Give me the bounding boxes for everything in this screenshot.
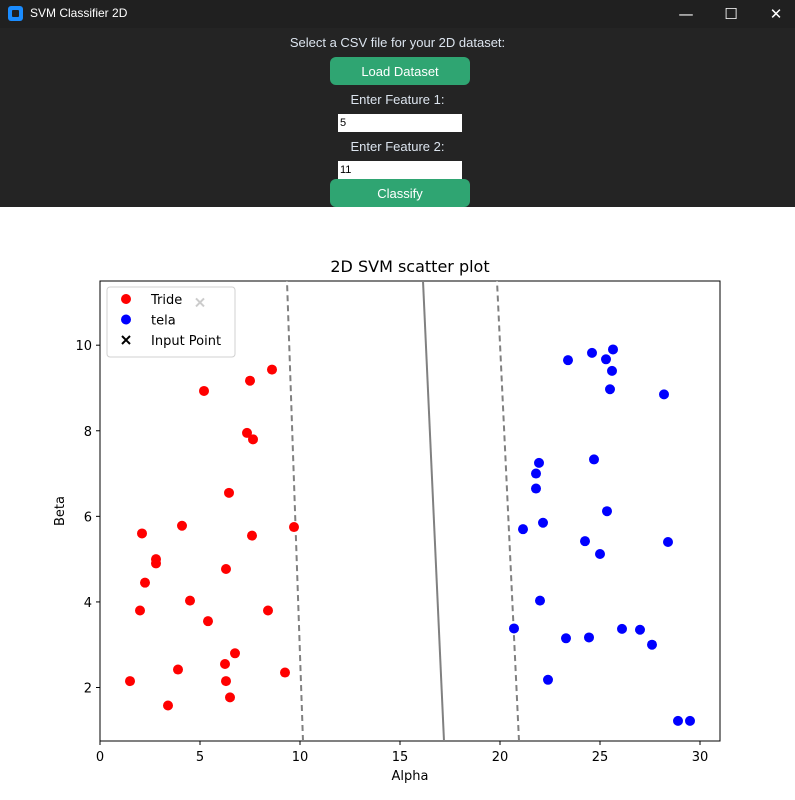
- tride-point: [137, 528, 147, 539]
- feature2-label: Enter Feature 2:: [350, 139, 445, 154]
- y-axis-label: Beta: [53, 496, 68, 526]
- tride-point: [225, 692, 235, 703]
- x-tick-label: 25: [592, 750, 609, 765]
- x-tick-label: 15: [392, 750, 409, 765]
- control-panel: Select a CSV file for your 2D dataset: L…: [0, 28, 795, 207]
- tride-point: [185, 595, 195, 606]
- tela-point: [595, 549, 605, 560]
- tela-point: [605, 384, 615, 395]
- tela-point: [587, 347, 597, 358]
- tride-point: [247, 530, 257, 541]
- x-tick-label: 0: [96, 750, 104, 765]
- feature1-label: Enter Feature 1:: [350, 92, 445, 107]
- chart-title: 2D SVM scatter plot: [330, 257, 489, 276]
- tela-point: [531, 483, 541, 494]
- decision-boundary-line: [422, 280, 445, 742]
- tride-point: [220, 658, 230, 669]
- tride-point: [173, 664, 183, 675]
- y-tick-label: 4: [84, 596, 92, 611]
- tride-point: [224, 487, 234, 498]
- plot-area: [99, 280, 721, 742]
- tride-point: [221, 676, 231, 687]
- feature1-input[interactable]: [338, 114, 462, 132]
- tride-point: [242, 427, 252, 438]
- window-title: SVM Classifier 2D: [30, 6, 128, 20]
- legend-marker-tride: [121, 294, 131, 304]
- tela-point: [617, 623, 627, 634]
- x-axis-label: Alpha: [392, 769, 429, 784]
- y-tick-label: 10: [75, 339, 92, 354]
- legend-label: Tride: [150, 293, 182, 308]
- tela-point: [635, 624, 645, 635]
- legend-label: tela: [151, 314, 176, 329]
- tela-point: [647, 639, 657, 650]
- minimize-button[interactable]: —: [678, 5, 694, 23]
- tela-point: [685, 715, 695, 726]
- x-tick-label: 10: [292, 750, 309, 765]
- tride-point: [203, 616, 213, 627]
- feature2-input[interactable]: [338, 161, 462, 179]
- tela-point: [563, 355, 573, 366]
- tride-point: [230, 648, 240, 659]
- tride-point: [267, 364, 277, 375]
- tride-point: [221, 563, 231, 574]
- dataset-prompt-label: Select a CSV file for your 2D dataset:: [289, 35, 506, 50]
- tride-point: [135, 605, 145, 616]
- title-bar: SVM Classifier 2D — ☐ ✕: [0, 0, 795, 28]
- tride-point: [125, 676, 135, 687]
- tela-point: [659, 389, 669, 400]
- y-tick-label: 2: [84, 682, 92, 697]
- legend-label: Input Point: [151, 334, 221, 349]
- tride-point: [163, 700, 173, 711]
- tela-point: [561, 633, 571, 644]
- tela-point: [607, 365, 617, 376]
- x-tick-label: 30: [692, 750, 709, 765]
- margin-line-2: [496, 280, 520, 742]
- tride-point: [248, 434, 258, 445]
- x-tick-label: 20: [492, 750, 509, 765]
- classify-button[interactable]: Classify: [330, 179, 470, 207]
- y-tick-label: 6: [84, 510, 92, 525]
- margin-line-1: [286, 280, 304, 742]
- tela-point: [543, 674, 553, 685]
- tela-point: [535, 595, 545, 606]
- y-tick-label: 8: [84, 425, 92, 440]
- tride-point: [199, 385, 209, 396]
- input-point: [195, 297, 205, 308]
- tride-point: [263, 605, 273, 616]
- tela-point: [580, 536, 590, 547]
- tela-point: [608, 344, 618, 355]
- tela-point: [518, 524, 528, 535]
- tela-point: [673, 715, 683, 726]
- tride-point: [151, 558, 161, 569]
- legend-marker-tela: [121, 314, 131, 325]
- x-tick-label: 5: [196, 750, 204, 765]
- tride-point: [245, 375, 255, 386]
- tela-point: [601, 354, 611, 365]
- legend-marker-input-point: [121, 335, 131, 345]
- tela-point: [584, 632, 594, 643]
- tela-point: [602, 506, 612, 517]
- tride-point: [140, 577, 150, 588]
- tela-point: [589, 454, 599, 465]
- tela-point: [534, 457, 544, 468]
- tride-point: [280, 667, 290, 678]
- close-button[interactable]: ✕: [769, 5, 783, 23]
- load-dataset-button[interactable]: Load Dataset: [330, 57, 470, 85]
- maximize-button[interactable]: ☐: [724, 5, 738, 23]
- tride-point: [177, 520, 187, 531]
- app-icon: [8, 6, 23, 21]
- tela-point: [509, 623, 519, 634]
- tela-point: [538, 517, 548, 528]
- scatter-plot: 2D SVM scatter plot 0 5 10 15 20 25 30 2 4 6 8 10 Alp…: [53, 257, 721, 784]
- tela-point: [531, 468, 541, 479]
- tride-point: [289, 522, 299, 533]
- tela-point: [663, 537, 673, 548]
